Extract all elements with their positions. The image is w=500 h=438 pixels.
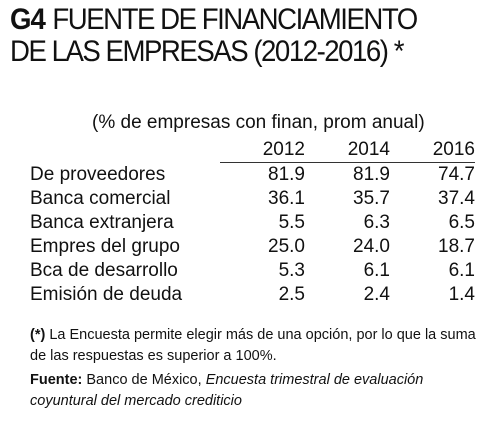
cell-value: 37.4: [438, 188, 475, 209]
year-header: 2012: [220, 138, 305, 163]
title-line-1: G4 FUENTE DE FINANCIAMIENTO: [10, 4, 456, 36]
cell-value: 1.4: [448, 284, 475, 305]
cell-value: 6.1: [448, 260, 475, 281]
cell-value: 2.5: [278, 284, 305, 305]
table-row: De proveedores 81.9 81.9 74.7: [30, 163, 475, 188]
table-subtitle: (% de empresas con finan, prom anual): [92, 112, 425, 133]
source-publisher: Banco de México,: [82, 372, 206, 388]
cell-value: 81.9: [268, 164, 305, 185]
source-publication: Encuesta trimestral de evaluación coyunt…: [30, 372, 424, 409]
table-row: Bca de desarrollo 5.3 6.1 6.1: [30, 259, 475, 283]
cell-value: 5.3: [278, 260, 305, 281]
title-text-1: FUENTE DE FINANCIAMIENTO: [52, 3, 418, 36]
year-header: 2016: [390, 138, 475, 163]
title-line-2: DE LAS EMPRESAS (2012-2016) *: [10, 35, 404, 68]
figure-code: G4: [10, 3, 46, 36]
footnote-text: La Encuesta permite elegir más de una op…: [30, 327, 476, 364]
cell-value: 25.0: [268, 236, 305, 257]
cell-value: 36.1: [268, 188, 305, 209]
cell-value: 6.1: [363, 260, 390, 281]
header-row: 2012 2014 2016: [30, 138, 475, 163]
year-header: 2014: [305, 138, 390, 163]
header-blank-cell: [30, 138, 220, 163]
cell-value: 74.7: [438, 164, 475, 185]
row-label: Bca de desarrollo: [30, 260, 178, 281]
table-row: Empres del grupo 25.0 24.0 18.7: [30, 235, 475, 259]
source-note: Fuente: Banco de México, Encuesta trimes…: [30, 370, 485, 412]
table-row: Banca extranjera 5.5 6.3 6.5: [30, 211, 475, 235]
cell-value: 5.5: [278, 212, 305, 233]
chart-title: G4 FUENTE DE FINANCIAMIENTO DE LAS EMPRES…: [10, 4, 456, 68]
row-label: Empres del grupo: [30, 236, 180, 257]
cell-value: 24.0: [353, 236, 390, 257]
cell-value: 6.5: [448, 212, 475, 233]
row-label: Emisión de deuda: [30, 284, 183, 305]
table-row: Emisión de deuda 2.5 2.4 1.4: [30, 283, 475, 307]
source-label: Fuente:: [30, 372, 83, 388]
row-label: Banca extranjera: [30, 212, 174, 233]
financing-table: 2012 2014 2016 De proveedores 81.9 81.9 …: [30, 138, 475, 307]
row-label: Banca comercial: [30, 188, 171, 209]
cell-value: 35.7: [353, 188, 390, 209]
cell-value: 6.3: [363, 212, 390, 233]
cell-value: 18.7: [438, 236, 475, 257]
cell-value: 2.4: [363, 284, 390, 305]
footnote-marker: (*): [30, 327, 46, 343]
table-row: Banca comercial 36.1 35.7 37.4: [30, 187, 475, 211]
cell-value: 81.9: [353, 164, 390, 185]
footnote: (*) La Encuesta permite elegir más de un…: [30, 325, 485, 367]
row-label: De proveedores: [30, 163, 166, 185]
